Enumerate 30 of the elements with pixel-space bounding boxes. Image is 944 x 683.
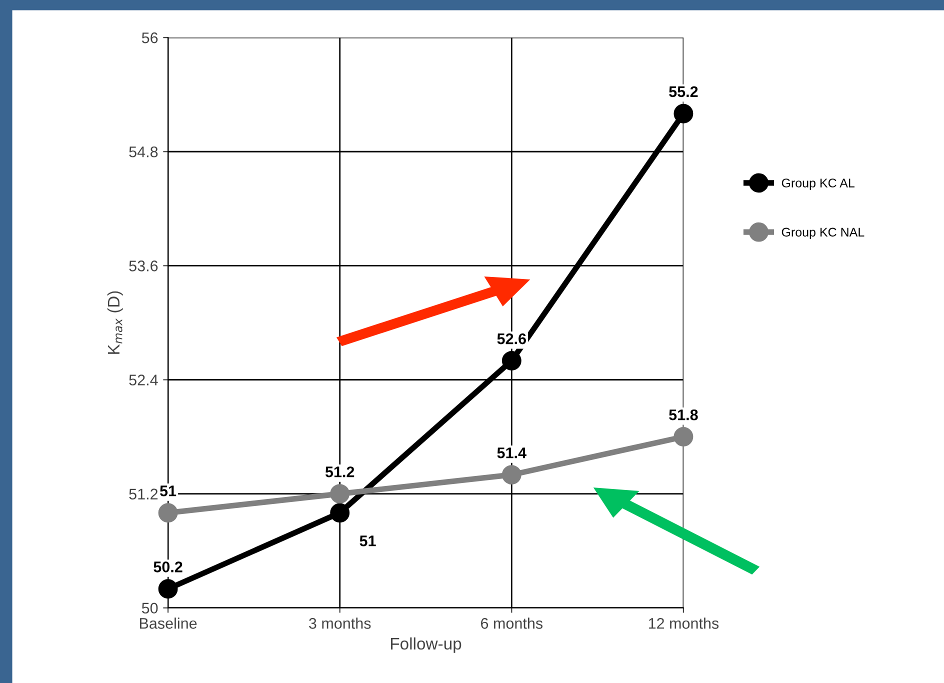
legend-label: Group KC AL: [782, 178, 854, 190]
point: [330, 484, 350, 504]
x-tick-label: Baseline: [140, 618, 197, 629]
y-tick-label: 52.4: [129, 374, 158, 386]
data-label: 51.8: [669, 409, 698, 420]
data-label: 51.4: [497, 448, 526, 458]
y-tick-label: 56: [142, 32, 158, 44]
point: [158, 579, 178, 599]
point: [330, 503, 350, 523]
x-tick-label: 12 months: [648, 618, 719, 629]
y-tick-label: 53.6: [129, 260, 158, 272]
point: [502, 351, 522, 370]
data-label: 52.6: [497, 333, 526, 344]
x-tick-label: 6 months: [481, 618, 543, 629]
point: [502, 465, 522, 485]
data-label: 51: [360, 536, 376, 546]
legend-label: Group KC NAL: [782, 228, 864, 240]
data-label: 51.2: [325, 466, 354, 478]
y-tick-label: 54.8: [129, 146, 158, 158]
point: [674, 104, 694, 124]
y-tick-label: 51.2: [129, 488, 158, 500]
x-tick-label: 3 months: [309, 618, 371, 629]
y-tick-label: 50: [142, 602, 158, 614]
data-label: 50.2: [154, 562, 182, 572]
y-axis-title: K$_{max}$ (D): [107, 291, 123, 354]
point: [674, 427, 694, 446]
data-label: 55.2: [669, 86, 698, 98]
data-label: 51: [160, 486, 176, 496]
x-axis-title: Follow-up: [390, 637, 462, 653]
point: [158, 503, 178, 523]
